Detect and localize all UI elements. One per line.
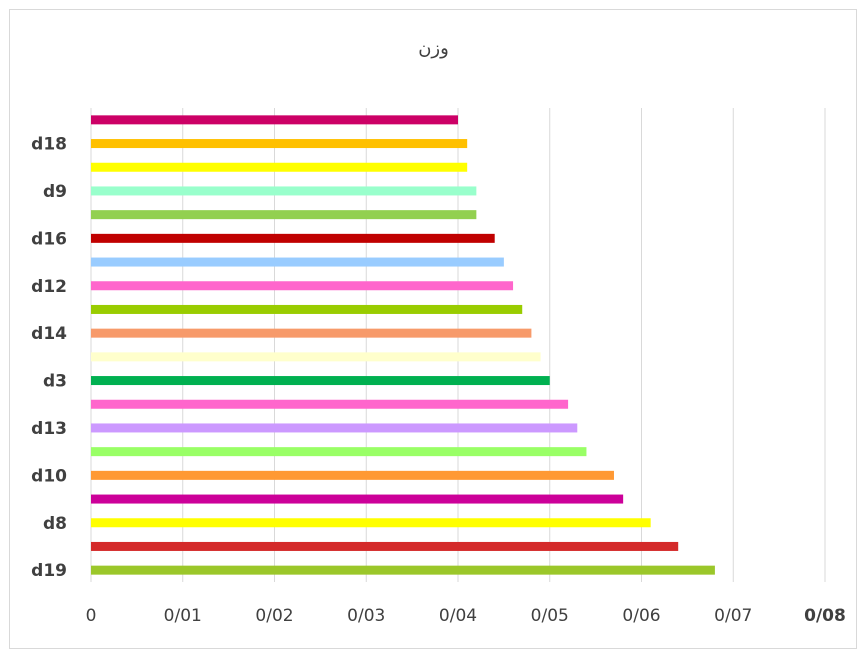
- x-tick-label: 0/03: [347, 606, 385, 626]
- x-tick-label: 0/04: [439, 606, 477, 626]
- x-tick-label: 0/06: [622, 606, 660, 626]
- y-tick-label: d8: [43, 514, 67, 534]
- bar: [91, 447, 587, 457]
- bar-d9: [91, 186, 477, 196]
- bars-group: [91, 115, 715, 575]
- bar: [91, 399, 569, 409]
- x-axis-labels: 0 0/01 0/02 0/03 0/04 0/05 0/06 0/07 0/08: [86, 606, 846, 626]
- y-tick-label: d16: [31, 229, 67, 249]
- y-tick-label: d12: [31, 277, 67, 297]
- bar-d13: [91, 423, 578, 433]
- x-tick-label: 0/05: [531, 606, 569, 626]
- x-tick-label: 0/01: [164, 606, 202, 626]
- x-tick-label: 0: [86, 606, 97, 626]
- bar-d8: [91, 518, 651, 528]
- y-tick-label: d3: [43, 372, 67, 392]
- y-tick-label: d13: [31, 419, 67, 439]
- y-axis-labels: d19 d8 d10 d13 d3 d14 d12 d16 d9 d18: [31, 135, 67, 582]
- grid-lines: [90, 108, 826, 582]
- bar: [91, 115, 458, 125]
- bar: [91, 304, 523, 314]
- bar: [91, 352, 541, 362]
- bar-d3: [91, 376, 550, 386]
- y-tick-label: d10: [31, 466, 67, 486]
- y-tick-label: d9: [43, 182, 67, 202]
- chart-title: وزن: [418, 38, 449, 59]
- x-tick-label: 0/08: [804, 606, 846, 626]
- bar-d10: [91, 470, 614, 480]
- bar: [91, 541, 679, 551]
- bar: [91, 257, 504, 267]
- bar-d14: [91, 328, 532, 338]
- bar-d19: [91, 565, 715, 575]
- bar-d16: [91, 233, 495, 243]
- bar: [91, 162, 468, 172]
- y-tick-label: d18: [31, 135, 67, 155]
- bar: [91, 494, 624, 504]
- y-tick-label: d14: [31, 324, 67, 344]
- y-tick-label: d19: [31, 561, 67, 581]
- x-tick-label: 0/07: [714, 606, 752, 626]
- x-tick-label: 0/02: [255, 606, 293, 626]
- bar: [91, 210, 477, 220]
- bar-d12: [91, 281, 514, 291]
- bar-d18: [91, 139, 468, 149]
